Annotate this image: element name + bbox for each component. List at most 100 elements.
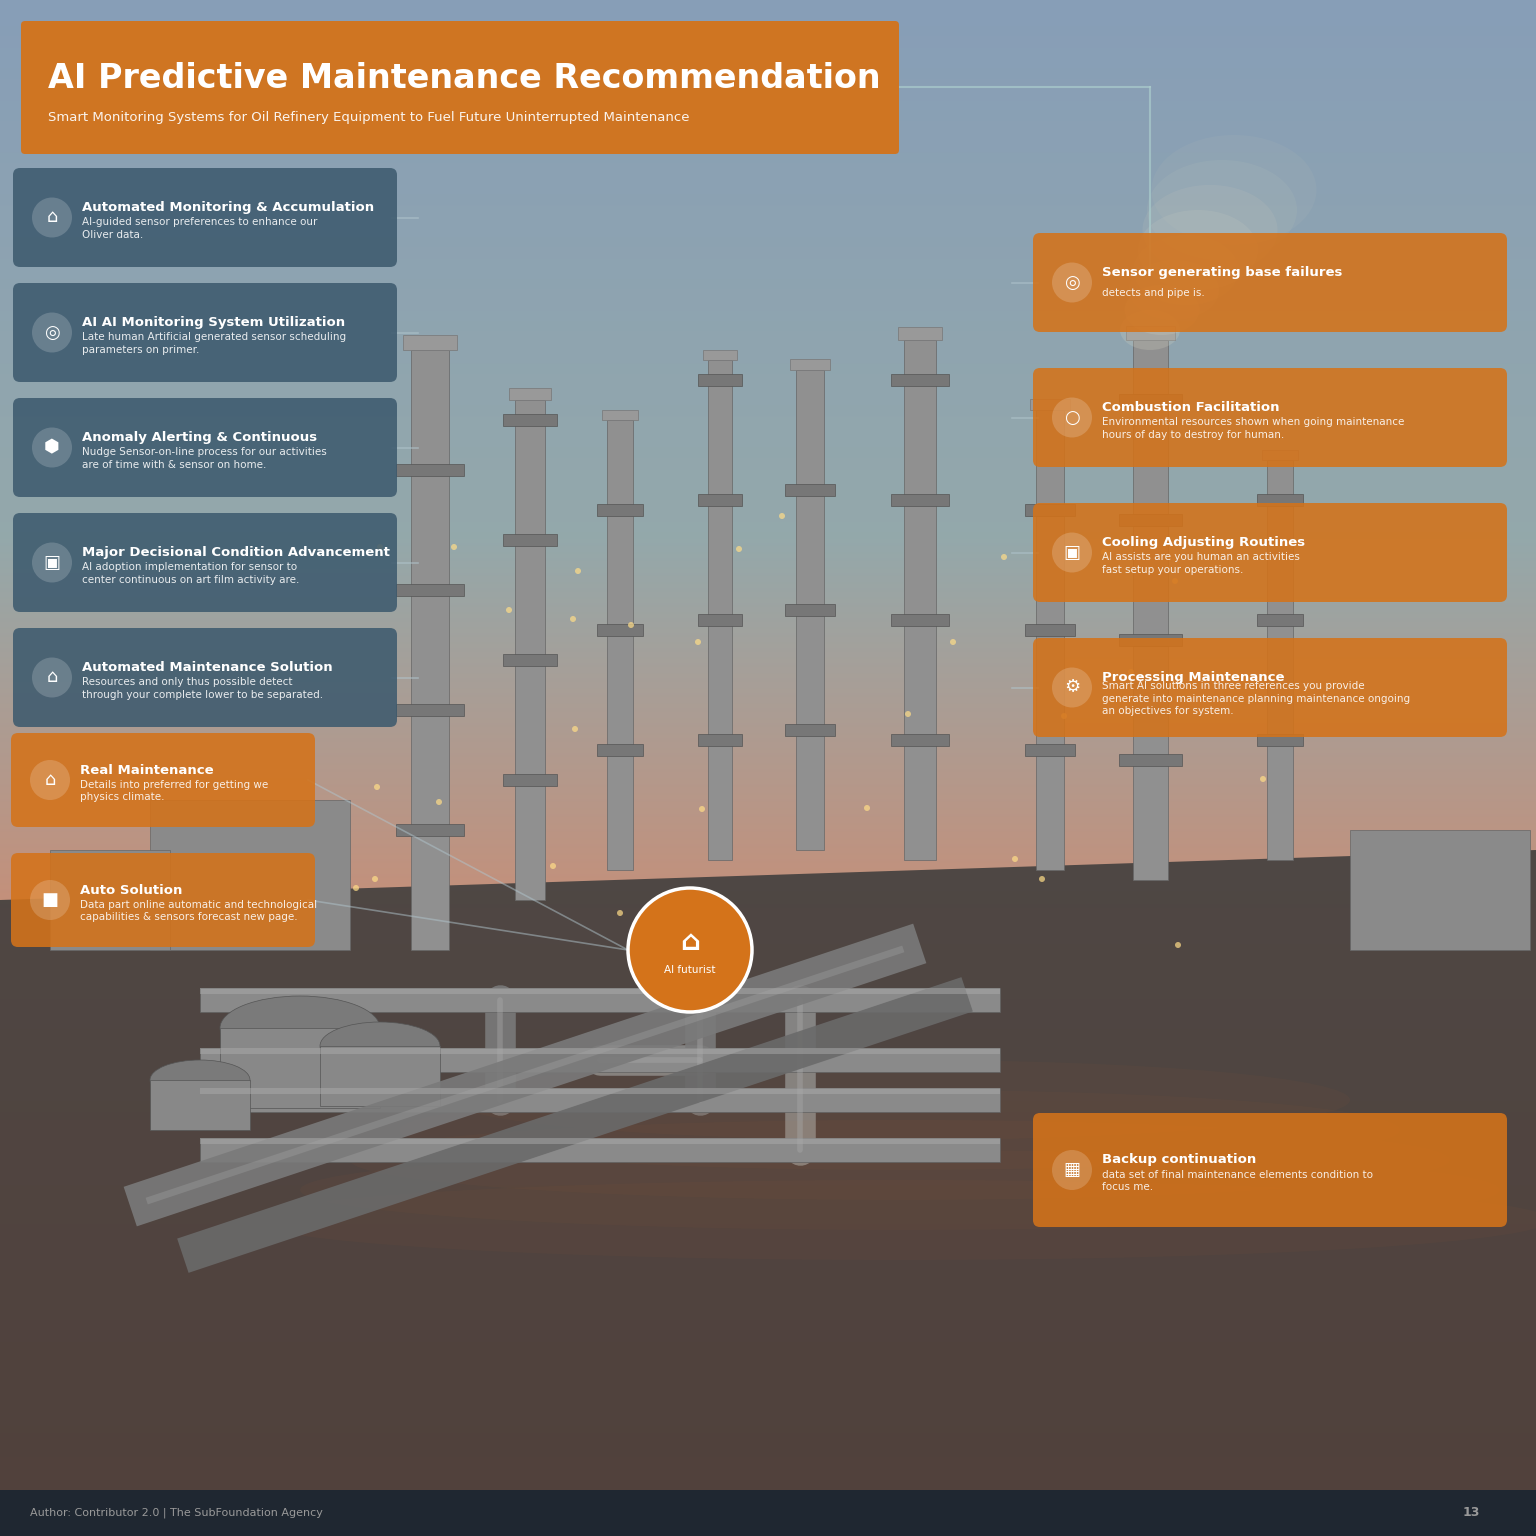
- Bar: [502, 535, 558, 545]
- Bar: [396, 823, 464, 836]
- Bar: [708, 359, 733, 860]
- Text: AI assists are you human an activities
fast setup your operations.: AI assists are you human an activities f…: [1101, 553, 1299, 574]
- Circle shape: [32, 198, 72, 238]
- Text: AI AI Monitoring System Utilization: AI AI Monitoring System Utilization: [81, 316, 346, 329]
- FancyBboxPatch shape: [1034, 1114, 1507, 1227]
- Bar: [607, 419, 633, 869]
- Circle shape: [1001, 554, 1008, 561]
- Ellipse shape: [151, 1060, 250, 1100]
- Circle shape: [1012, 856, 1018, 862]
- FancyBboxPatch shape: [1034, 637, 1507, 737]
- FancyBboxPatch shape: [12, 283, 396, 382]
- Circle shape: [694, 639, 700, 645]
- Circle shape: [32, 542, 72, 582]
- Bar: [1132, 339, 1167, 880]
- Text: AI-guided sensor preferences to enhance our
Oliver data.: AI-guided sensor preferences to enhance …: [81, 217, 318, 240]
- Bar: [200, 988, 1000, 994]
- Bar: [1118, 515, 1181, 525]
- FancyBboxPatch shape: [12, 513, 396, 611]
- Text: Processing Maintenance: Processing Maintenance: [1101, 671, 1284, 684]
- Bar: [200, 1087, 1000, 1112]
- Circle shape: [1061, 713, 1068, 719]
- Text: ⚙: ⚙: [1064, 679, 1080, 696]
- Bar: [502, 654, 558, 667]
- Text: Major Decisional Condition Advancement: Major Decisional Condition Advancement: [81, 545, 390, 559]
- Bar: [891, 614, 949, 627]
- Circle shape: [570, 616, 576, 622]
- Text: ○: ○: [1064, 409, 1080, 427]
- Bar: [699, 734, 742, 746]
- Circle shape: [699, 806, 705, 813]
- Circle shape: [905, 711, 911, 717]
- Text: Late human Artificial generated sensor scheduling
parameters on primer.: Late human Artificial generated sensor s…: [81, 332, 346, 355]
- Text: Cooling Adjusting Routines: Cooling Adjusting Routines: [1101, 536, 1306, 548]
- Ellipse shape: [1143, 184, 1278, 275]
- Polygon shape: [0, 849, 1536, 1536]
- Bar: [220, 1028, 379, 1107]
- Ellipse shape: [1147, 160, 1296, 260]
- Text: Anomaly Alerting & Continuous: Anomaly Alerting & Continuous: [81, 432, 316, 444]
- Ellipse shape: [1129, 260, 1220, 319]
- Circle shape: [32, 312, 72, 352]
- Ellipse shape: [319, 1021, 439, 1071]
- Bar: [1035, 410, 1064, 869]
- Text: Resources and only thus possible detect
through your complete lower to be separa: Resources and only thus possible detect …: [81, 677, 323, 700]
- FancyBboxPatch shape: [1034, 369, 1507, 467]
- Bar: [1256, 614, 1304, 627]
- Bar: [596, 624, 644, 636]
- Text: Combustion Facilitation: Combustion Facilitation: [1101, 401, 1279, 415]
- Bar: [0, 1490, 1536, 1536]
- Bar: [51, 849, 170, 949]
- Ellipse shape: [1124, 286, 1200, 335]
- Circle shape: [1052, 668, 1092, 708]
- Circle shape: [574, 568, 581, 574]
- Bar: [791, 359, 829, 370]
- Text: ■: ■: [41, 891, 58, 909]
- Circle shape: [617, 909, 624, 915]
- Text: ◎: ◎: [45, 324, 60, 341]
- Bar: [1025, 504, 1075, 516]
- Text: Automated Monitoring & Accumulation: Automated Monitoring & Accumulation: [81, 201, 375, 214]
- Bar: [200, 1048, 1000, 1054]
- Circle shape: [1052, 263, 1092, 303]
- Text: Backup continuation: Backup continuation: [1101, 1154, 1256, 1166]
- Bar: [699, 495, 742, 505]
- Circle shape: [1052, 533, 1092, 573]
- Bar: [703, 350, 737, 359]
- Circle shape: [736, 545, 742, 551]
- Circle shape: [31, 760, 71, 800]
- Text: Nudge Sensor-on-line process for our activities
are of time with & sensor on hom: Nudge Sensor-on-line process for our act…: [81, 447, 327, 470]
- Text: Automated Maintenance Solution: Automated Maintenance Solution: [81, 660, 333, 674]
- Bar: [396, 464, 464, 476]
- Bar: [891, 734, 949, 746]
- Circle shape: [373, 783, 379, 790]
- Bar: [897, 327, 943, 339]
- Bar: [200, 1048, 1000, 1072]
- Text: Smart Monitoring Systems for Oil Refinery Equipment to Fuel Future Uninterrupted: Smart Monitoring Systems for Oil Refiner…: [48, 112, 690, 124]
- Text: Author: Contributor 2.0 | The SubFoundation Agency: Author: Contributor 2.0 | The SubFoundat…: [31, 1508, 323, 1518]
- Bar: [891, 495, 949, 505]
- Circle shape: [550, 863, 556, 869]
- Bar: [396, 584, 464, 596]
- Ellipse shape: [1134, 235, 1238, 306]
- Bar: [1261, 450, 1298, 459]
- Text: Data part online automatic and technological
capabilities & sensors forecast new: Data part online automatic and technolog…: [80, 900, 316, 922]
- Text: detects and pipe is.: detects and pipe is.: [1101, 289, 1204, 298]
- Bar: [200, 1087, 1000, 1094]
- Bar: [785, 723, 836, 736]
- Bar: [1118, 634, 1181, 647]
- Circle shape: [1038, 876, 1044, 882]
- Bar: [412, 350, 449, 949]
- Bar: [200, 1138, 1000, 1144]
- Bar: [785, 484, 836, 496]
- Circle shape: [571, 727, 578, 733]
- Text: Auto Solution: Auto Solution: [80, 883, 183, 897]
- Bar: [200, 988, 1000, 1012]
- Circle shape: [1260, 776, 1266, 782]
- Circle shape: [436, 799, 442, 805]
- Circle shape: [863, 805, 869, 811]
- Bar: [699, 373, 742, 386]
- Text: Smart AI solutions in three references you provide
generate into maintenance pla: Smart AI solutions in three references y…: [1101, 680, 1410, 716]
- Bar: [596, 504, 644, 516]
- Bar: [515, 399, 545, 900]
